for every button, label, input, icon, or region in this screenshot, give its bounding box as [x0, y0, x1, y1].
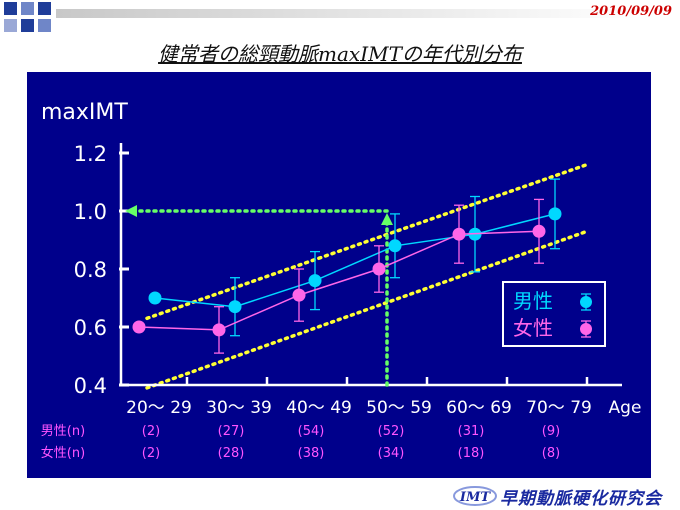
count-female: (8) [542, 446, 560, 461]
count-male: (27) [218, 424, 245, 439]
male-data-point [148, 291, 162, 305]
male-data-point [228, 300, 242, 314]
x-axis-label: Age [609, 398, 642, 418]
count-female: (2) [142, 446, 160, 461]
female-data-point [452, 227, 466, 241]
x-tick-label: 40～ 49 [286, 398, 352, 418]
trend-band-upper [145, 162, 589, 321]
legend-label-male: 男性 [513, 289, 553, 313]
female-data-point [132, 320, 146, 334]
count-row-label-male: 男性(n) [41, 424, 85, 439]
y-tick-label: 0.6 [74, 316, 107, 340]
chart-panel: 0.4 0.6 0.8 1.0 1.2 maxIMT 20～ 29 30～ 39 40～ 49 5… [27, 72, 651, 478]
count-male: (54) [298, 424, 325, 439]
slide-date: 2010/09/09 [590, 4, 672, 19]
male-data-point [388, 239, 402, 253]
y-tick-label: 0.8 [74, 258, 107, 282]
guide-arrow-up [381, 213, 393, 225]
legend-marker-male [580, 296, 592, 308]
female-data-point [212, 323, 226, 337]
male-data-point [548, 207, 562, 221]
y-axis-label: maxIMT [41, 100, 128, 125]
x-tick-label: 20～ 29 [126, 398, 192, 418]
legend-marker-female [580, 323, 592, 335]
x-tick-label: 30～ 39 [206, 398, 272, 418]
header-decoration [4, 2, 640, 32]
count-male: (31) [458, 424, 485, 439]
count-female: (34) [378, 446, 405, 461]
count-male: (52) [378, 424, 405, 439]
imt-logo-icon: IMT [453, 486, 497, 506]
count-male: (9) [542, 424, 560, 439]
slide-title: 健常者の総頸動脈maxIMTの年代別分布 [158, 42, 522, 66]
count-female: (38) [298, 446, 325, 461]
male-series-line [154, 213, 556, 308]
y-tick-label: 1.0 [74, 200, 107, 224]
legend-label-female: 女性 [513, 316, 553, 340]
svg-text:IMT: IMT [459, 490, 491, 505]
legend-box [502, 281, 606, 347]
male-data-point [308, 274, 322, 288]
imt-chart: 0.4 0.6 0.8 1.0 1.2 maxIMT 20～ 29 30～ 39 40～ 49 5… [41, 100, 642, 461]
x-tick-label: 70～ 79 [526, 398, 592, 418]
count-female: (28) [218, 446, 245, 461]
guide-arrow-left [125, 205, 137, 217]
count-row-label-female: 女性(n) [41, 445, 85, 461]
female-data-point [292, 288, 306, 302]
y-tick-label: 1.2 [74, 142, 107, 166]
y-tick-label: 0.4 [74, 374, 107, 398]
x-tick-label: 50～ 59 [366, 398, 432, 418]
count-male: (2) [142, 424, 160, 439]
female-series-line [138, 230, 540, 331]
x-tick-label: 60～ 69 [446, 398, 512, 418]
female-data-point [372, 262, 386, 276]
female-data-point [532, 224, 546, 238]
organization-name: 早期動脈硬化研究会 [500, 489, 662, 509]
count-female: (18) [458, 446, 485, 461]
trend-band-lower [145, 229, 589, 390]
